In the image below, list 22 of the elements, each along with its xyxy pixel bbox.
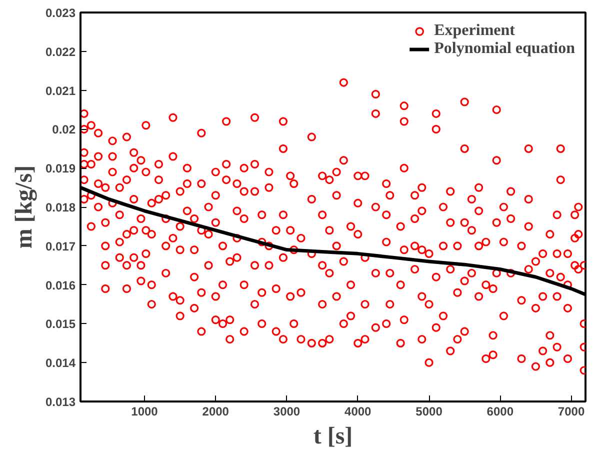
- legend-label: Polynomial equation: [434, 40, 575, 58]
- x-tick-label: 5000: [416, 404, 443, 418]
- y-tick-label: 0.016: [45, 278, 76, 292]
- y-tick-label: 0.017: [45, 239, 76, 254]
- y-tick-label: 0.023: [45, 6, 76, 20]
- x-tick-label: 6000: [486, 404, 514, 418]
- x-axis-title: t [s]: [313, 424, 353, 450]
- x-tick-label: 3000: [273, 404, 300, 418]
- y-tick-label: 0.015: [45, 317, 76, 332]
- y-tick-label: 0.019: [45, 162, 76, 176]
- legend-label: Experiment: [434, 22, 515, 40]
- y-tick-label: 0.018: [45, 200, 76, 214]
- y-tick-label: 0.022: [45, 44, 76, 59]
- x-tick-label: 2000: [202, 404, 230, 418]
- y-tick-label: 0.021: [45, 84, 76, 98]
- y-axis-title: m [kg/s]: [11, 165, 38, 249]
- x-tick-label: 7000: [558, 404, 585, 418]
- y-tick-label: 0.02: [52, 122, 76, 137]
- x-tick-label: 1000: [131, 404, 158, 418]
- x-tick-label: 4000: [344, 404, 372, 418]
- y-tick-label: 0.014: [45, 356, 76, 370]
- y-tick-label: 0.013: [45, 395, 76, 409]
